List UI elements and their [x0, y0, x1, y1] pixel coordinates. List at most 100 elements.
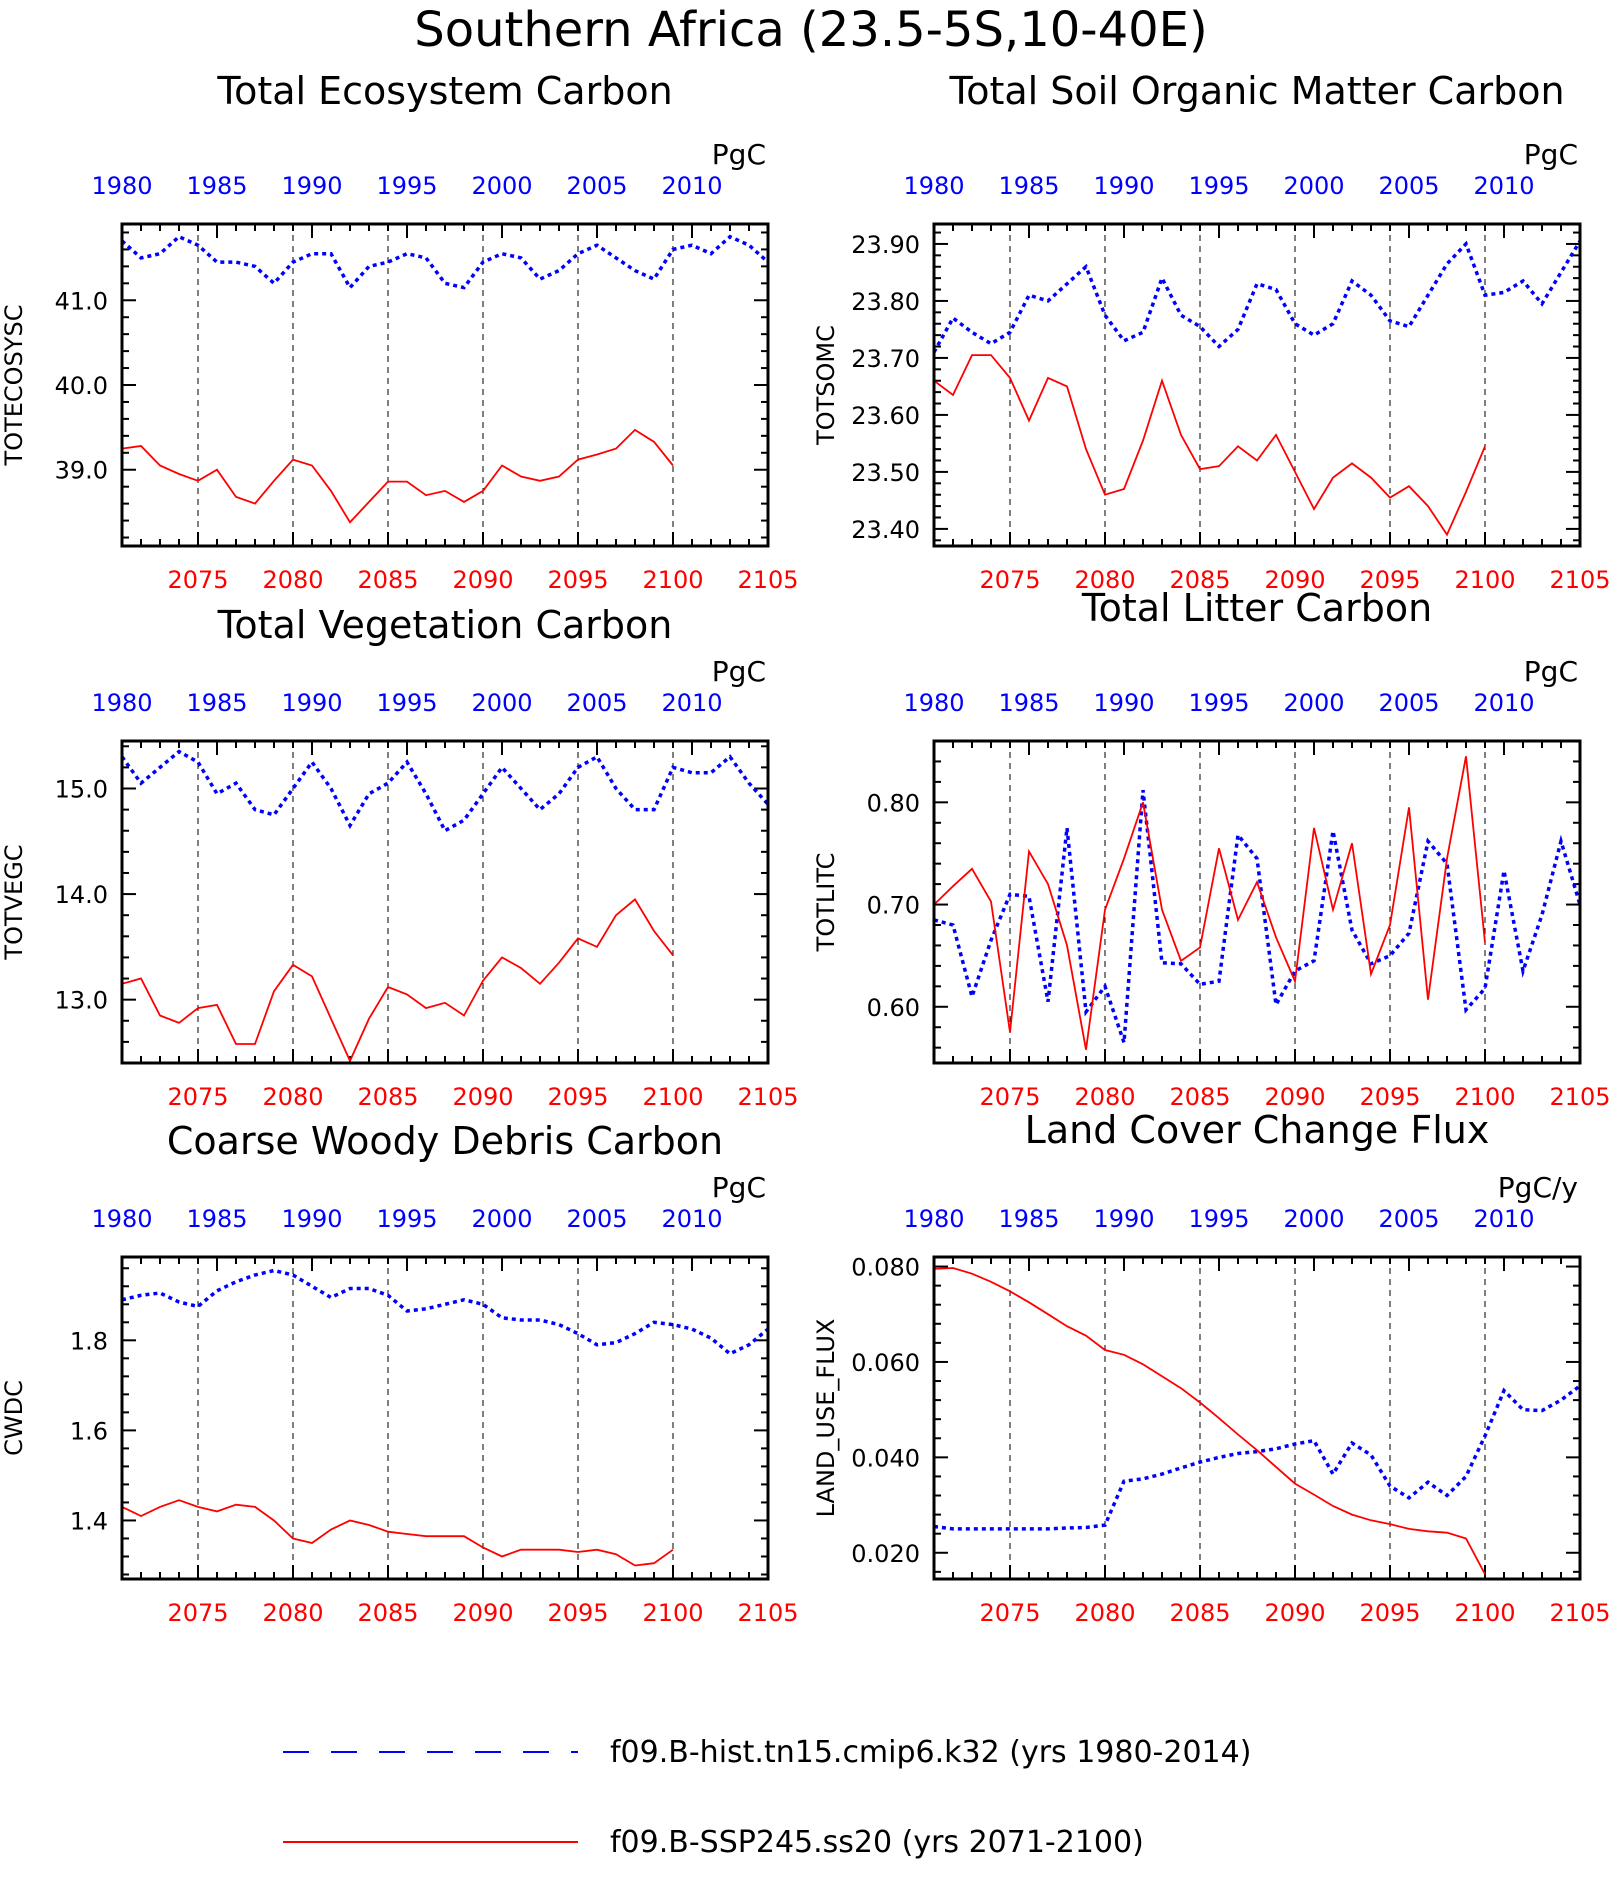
- panel-title: Coarse Woody Debris Carbon: [167, 1119, 723, 1163]
- y-axis-label: CWDC: [0, 1380, 28, 1456]
- plot-frame: [932, 739, 1582, 1065]
- y-tick-label: 0.020: [851, 1540, 920, 1568]
- bottom-tick-label: 2105: [1549, 1083, 1610, 1111]
- top-tick-label: 1990: [1093, 689, 1154, 717]
- y-tick-label: 0.060: [851, 1349, 920, 1377]
- ssp-series-line: [933, 756, 1486, 1050]
- legend-label: f09.B-hist.tn15.cmip6.k32 (yrs 1980-2014…: [610, 1735, 1251, 1770]
- bottom-tick-label: 2100: [642, 566, 703, 594]
- y-tick-label: 39.0: [55, 457, 108, 485]
- y-tick-label: 40.0: [55, 372, 108, 400]
- top-tick-label: 1995: [1188, 172, 1249, 200]
- hist-series-line: [120, 749, 770, 834]
- bottom-tick-label: 2075: [167, 566, 228, 594]
- top-tick-label: 2005: [1378, 172, 1439, 200]
- top-tick-label: 1995: [1188, 689, 1249, 717]
- y-axis-label: TOTLITC: [812, 853, 840, 953]
- units-label: PgC: [712, 655, 766, 688]
- panels: Total Ecosystem Carbon PgC 39.0 40.0 41.0 207…: [0, 69, 1611, 1627]
- y-tick-label: 23.80: [851, 288, 920, 316]
- top-tick-label: 1985: [998, 1205, 1059, 1233]
- y-tick-label: 0.60: [867, 994, 920, 1022]
- panel-title: Total Soil Organic Matter Carbon: [948, 69, 1564, 113]
- panel-3: Total Vegetation Carbon PgC 13.0 14.0 15.0 20…: [0, 603, 799, 1111]
- bottom-tick-label: 2080: [262, 566, 323, 594]
- y-tick-label: 1.4: [70, 1507, 108, 1535]
- bottom-tick-label: 2105: [737, 1599, 798, 1627]
- top-tick-label: 1995: [1188, 1205, 1249, 1233]
- bottom-tick-label: 2105: [737, 1083, 798, 1111]
- top-tick-label: 2000: [471, 172, 532, 200]
- plot-frame: [932, 1255, 1582, 1581]
- hist-series-line: [933, 1384, 1582, 1531]
- y-tick-label: 1.6: [70, 1417, 108, 1445]
- top-tick-label: 2000: [1283, 689, 1344, 717]
- units-label: PgC: [712, 138, 766, 171]
- bottom-tick-label: 2105: [1549, 566, 1610, 594]
- units-label: PgC: [1524, 655, 1578, 688]
- panel-title: Total Ecosystem Carbon: [216, 69, 672, 113]
- plot-frame: [932, 222, 1582, 548]
- ssp-series-line: [933, 354, 1486, 537]
- plot-frame: [120, 1255, 770, 1581]
- bottom-tick-label: 2085: [1169, 1599, 1230, 1627]
- y-axis-label: TOTSOMC: [812, 325, 840, 446]
- legend-label: f09.B-SSP245.ss20 (yrs 2071-2100): [610, 1825, 1144, 1860]
- y-tick-label: 13.0: [55, 987, 108, 1015]
- top-tick-label: 1985: [186, 1205, 247, 1233]
- y-tick-label: 23.90: [851, 231, 920, 259]
- bottom-tick-label: 2105: [1549, 1599, 1610, 1627]
- top-tick-label: 1980: [91, 1205, 152, 1233]
- panel-title: Land Cover Change Flux: [1025, 1108, 1490, 1152]
- top-tick-label: 2005: [566, 1205, 627, 1233]
- top-tick-label: 2010: [1473, 172, 1534, 200]
- plot-frame: [120, 222, 770, 548]
- bottom-tick-label: 2100: [1454, 566, 1515, 594]
- units-label: PgC/y: [1498, 1171, 1578, 1204]
- top-tick-label: 1980: [903, 689, 964, 717]
- y-tick-label: 23.60: [851, 402, 920, 430]
- figure-title: Southern Africa (23.5-5S,10-40E): [414, 2, 1207, 58]
- top-tick-label: 1985: [998, 689, 1059, 717]
- top-tick-label: 2000: [471, 1205, 532, 1233]
- panel-2: Total Soil Organic Matter Carbon PgC 23.40…: [812, 69, 1611, 594]
- top-tick-label: 1980: [91, 172, 152, 200]
- top-tick-label: 2000: [1283, 1205, 1344, 1233]
- bottom-tick-label: 2085: [357, 1599, 418, 1627]
- top-tick-label: 1985: [998, 172, 1059, 200]
- bottom-tick-label: 2080: [1074, 566, 1135, 594]
- bottom-tick-label: 2090: [452, 1599, 513, 1627]
- bottom-tick-label: 2090: [1264, 1083, 1325, 1111]
- bottom-tick-label: 2090: [1264, 1599, 1325, 1627]
- bottom-tick-label: 2100: [1454, 1083, 1515, 1111]
- bottom-tick-label: 2075: [979, 1599, 1040, 1627]
- top-tick-label: 1990: [1093, 1205, 1154, 1233]
- y-tick-label: 23.70: [851, 345, 920, 373]
- bottom-tick-label: 2085: [1169, 1083, 1230, 1111]
- bottom-tick-label: 2075: [979, 1083, 1040, 1111]
- bottom-tick-label: 2090: [452, 566, 513, 594]
- bottom-tick-label: 2100: [1454, 1599, 1515, 1627]
- top-tick-label: 2000: [1283, 172, 1344, 200]
- top-tick-label: 1995: [376, 1205, 437, 1233]
- bottom-tick-label: 2090: [452, 1083, 513, 1111]
- bottom-tick-label: 2105: [737, 566, 798, 594]
- y-tick-label: 23.40: [851, 516, 920, 544]
- top-tick-label: 1985: [186, 172, 247, 200]
- bottom-tick-label: 2095: [547, 1599, 608, 1627]
- panel-1: Total Ecosystem Carbon PgC 39.0 40.0 41.0 207…: [0, 69, 799, 594]
- panel-4: Total Litter Carbon PgC 0.60 0.70 0.80 2075 20…: [812, 586, 1611, 1111]
- panel-title: Total Vegetation Carbon: [217, 603, 673, 647]
- y-axis-label: TOTVEGC: [0, 844, 28, 960]
- top-tick-label: 2010: [661, 689, 722, 717]
- hist-series-line: [933, 789, 1582, 1044]
- top-tick-label: 2005: [1378, 1205, 1439, 1233]
- top-tick-label: 2005: [1378, 689, 1439, 717]
- y-tick-label: 14.0: [55, 881, 108, 909]
- ssp-series-line: [933, 1267, 1486, 1575]
- top-tick-label: 2005: [566, 689, 627, 717]
- y-tick-label: 0.040: [851, 1444, 920, 1472]
- bottom-tick-label: 2095: [547, 566, 608, 594]
- units-label: PgC: [1524, 138, 1578, 171]
